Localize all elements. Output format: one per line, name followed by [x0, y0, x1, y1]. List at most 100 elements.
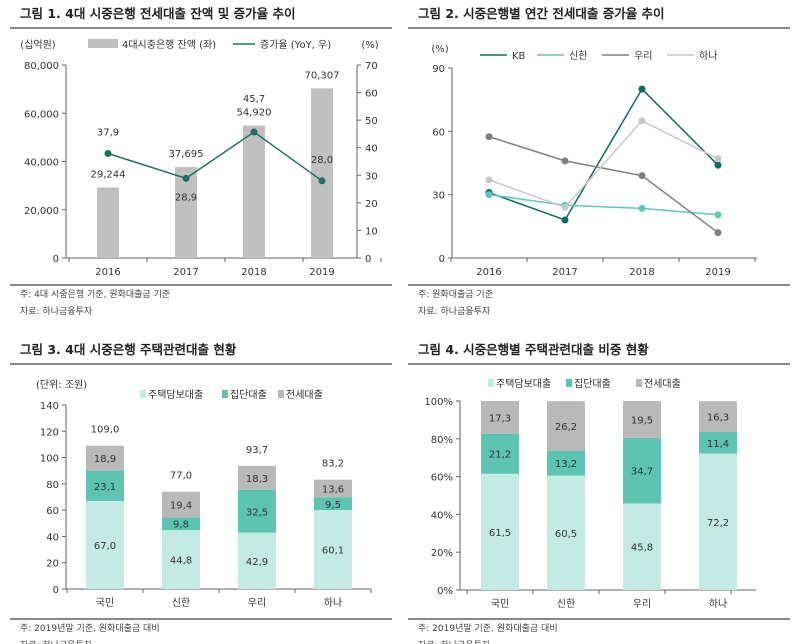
y-tick-label: 30 — [432, 191, 445, 202]
title-rule — [408, 363, 790, 365]
growth-point — [250, 128, 258, 136]
series-point — [638, 204, 646, 212]
chart-note: 자료: 하나금융투자 — [20, 640, 93, 644]
stack-segment — [623, 503, 661, 590]
total-value-label: 77,0 — [170, 471, 192, 482]
stack-segment — [314, 510, 352, 589]
total-value-label: 93,7 — [246, 445, 268, 456]
x-tick-label: 2016 — [95, 267, 120, 278]
stack-segment — [623, 437, 661, 504]
total-value-label: 109,0 — [91, 425, 120, 436]
segment-value-label: 21,2 — [489, 450, 511, 461]
growth-line — [107, 131, 323, 182]
series-point — [561, 216, 569, 224]
segment-value-label: 60,5 — [555, 529, 577, 540]
segment-value-label: 18,3 — [246, 474, 268, 485]
chart-note: 자료: 하나금융투자 — [418, 306, 491, 317]
series-point — [485, 191, 493, 199]
stack-segment — [314, 497, 352, 511]
footer-rule — [10, 284, 392, 286]
y-tick-label: 40,000 — [24, 158, 59, 169]
stack-segment — [86, 500, 124, 589]
y-tick-label: 60,000 — [24, 109, 59, 120]
stack-segment — [238, 532, 276, 589]
series-point — [638, 117, 646, 125]
growth-point — [318, 177, 326, 185]
series-point — [714, 211, 722, 219]
y-tick-label: 120 — [40, 427, 59, 438]
x-tick-label: 하나 — [709, 597, 727, 610]
x-tick-label: 신한 — [172, 597, 190, 609]
stack-segment — [699, 453, 737, 590]
chart-note: 주: 2019년말 기준, 원화대출금 대비 — [20, 622, 160, 634]
stack-segment — [162, 491, 200, 518]
total-value-label: 83,2 — [322, 459, 344, 470]
legend-label: 주택담보대출 — [148, 389, 203, 401]
stack-segment — [162, 517, 200, 531]
stack-segment — [86, 470, 124, 501]
growth-value-label: 37,9 — [97, 128, 119, 139]
series-point — [714, 161, 722, 169]
segment-value-label: 11,4 — [707, 439, 729, 450]
x-tick-label: 2018 — [629, 267, 654, 278]
chart-note: 주: 4대 시중은행 기준, 원화대출금 기준 — [20, 288, 170, 300]
stack-segment — [623, 401, 661, 438]
series-point — [561, 203, 569, 211]
stack-segment — [238, 489, 276, 533]
segment-value-label: 67,0 — [94, 541, 116, 552]
growth-value-label: 28,9 — [175, 192, 197, 203]
stack-segment — [162, 530, 200, 589]
bar-value-label: 54,920 — [237, 108, 272, 119]
y-tick-label: 80% — [431, 435, 453, 446]
segment-value-label: 45,8 — [631, 543, 653, 554]
x-tick-label: 신한 — [557, 598, 575, 610]
y-tick-label: 40 — [365, 144, 378, 155]
series-point — [638, 85, 646, 93]
segment-value-label: 9,5 — [325, 500, 341, 511]
legend-swatch — [140, 390, 146, 398]
series-line — [488, 135, 719, 234]
footer-rule — [408, 284, 790, 286]
legend-label: 전세대출 — [644, 378, 681, 390]
stack-segment — [238, 465, 276, 490]
chart-note: 주: 원화대출금 기준 — [418, 289, 493, 300]
y-tick-label: 100 — [40, 454, 59, 465]
segment-value-label: 34,7 — [631, 467, 653, 478]
y-tick-label: 60 — [365, 89, 378, 100]
legend-label: 하나 — [699, 49, 717, 62]
chart-title: 그림 3. 4대 시중은행 주택관련대출 현황 — [20, 342, 237, 357]
series-line — [488, 87, 719, 221]
footer-rule — [10, 618, 392, 620]
chart-title: 그림 4. 시중은행별 주택관련대출 비중 현황 — [418, 342, 649, 357]
y-tick-label: 0 — [365, 254, 371, 265]
y-tick-label: 10 — [365, 226, 378, 237]
stack-segment — [86, 445, 124, 471]
stack-segment — [481, 473, 519, 590]
legend-label: 신한 — [569, 50, 587, 62]
chart-title: 그림 1. 4대 시중은행 전세대출 잔액 및 증가율 추이 — [20, 6, 295, 21]
stack-segment — [547, 450, 585, 476]
y-tick-label: 70 — [365, 61, 378, 72]
bar-value-label: 37,695 — [169, 149, 204, 160]
legend-swatch — [636, 379, 642, 387]
y-tick-label: 0% — [437, 586, 453, 597]
x-tick-label: 2017 — [552, 267, 577, 278]
chart-note: 주: 2019년말 기준, 원화대출금 대비 — [418, 622, 558, 634]
y-tick-label: 0 — [53, 254, 59, 265]
x-tick-label: 2019 — [309, 267, 334, 278]
y-tick-label: 80,000 — [24, 61, 59, 72]
segment-value-label: 60,1 — [322, 546, 344, 557]
legend-label: 집단대출 — [230, 389, 267, 401]
segment-value-label: 44,8 — [170, 556, 192, 567]
y-tick-label: 60% — [431, 473, 453, 484]
growth-point — [182, 174, 190, 182]
series-point — [714, 155, 722, 163]
legend-label: 주택담보대출 — [496, 378, 551, 390]
title-rule — [408, 27, 790, 29]
segment-value-label: 9,8 — [173, 520, 189, 531]
y-tick-label: 20% — [431, 548, 453, 559]
legend-label: 전세대출 — [286, 389, 323, 401]
segment-value-label: 72,2 — [707, 518, 729, 529]
y-tick-label: 20,000 — [24, 206, 59, 217]
y-tick-label: 30 — [365, 171, 378, 182]
